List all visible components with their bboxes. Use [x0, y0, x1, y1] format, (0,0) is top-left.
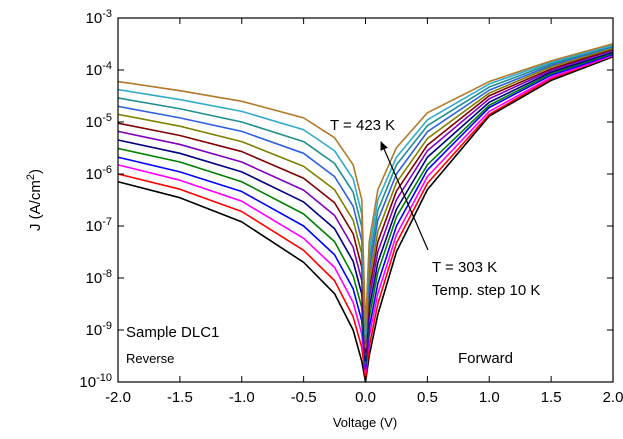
x-tick-label: -2.0 — [105, 389, 131, 406]
superscript: -6 — [102, 164, 112, 176]
text-run: 2.0 — [603, 389, 623, 406]
x-tick-label: 1.0 — [479, 389, 500, 406]
text-run: 1.0 — [479, 389, 500, 406]
superscript: -5 — [102, 112, 112, 124]
x-tick-label: -1.0 — [229, 389, 255, 406]
text-run: Temp. step 10 K — [432, 282, 540, 299]
superscript: -9 — [102, 320, 112, 332]
text-run: 10 — [86, 166, 103, 183]
x-tick-label: -1.5 — [167, 389, 193, 406]
series-line — [117, 49, 614, 357]
y-tick-label: 10-7 — [86, 216, 112, 235]
annotation: Reverse — [126, 351, 174, 366]
text-run: Sample DLC1 — [126, 324, 219, 341]
y-tick-label: 10-3 — [86, 8, 112, 27]
x-axis-label: Voltage (V) — [333, 415, 397, 430]
text-run: J (A/cm — [27, 180, 44, 231]
superscript: -4 — [102, 60, 112, 72]
superscript: -8 — [102, 268, 112, 280]
text-run: 10 — [86, 114, 103, 131]
y-axis-label: J (A/cm2) — [25, 169, 44, 231]
text-run: 10 — [86, 10, 103, 27]
text-run: T = 423 K — [330, 117, 395, 134]
series-line — [117, 45, 614, 340]
series-line — [117, 48, 614, 353]
text-run: 10 — [79, 374, 96, 391]
series-line — [117, 45, 614, 344]
text-run: T = 303 K — [432, 259, 497, 276]
text-run: Reverse — [126, 351, 174, 366]
annotation: T = 303 K — [432, 259, 497, 276]
y-tick-label: 10-4 — [86, 60, 112, 79]
arrow — [380, 141, 429, 251]
annotation: Temp. step 10 K — [432, 282, 540, 299]
series-line — [117, 54, 614, 374]
y-tick-label: 10-5 — [86, 112, 112, 131]
y-tick-label: 10-10 — [79, 372, 112, 391]
y-tick-label: 10-8 — [86, 268, 112, 287]
x-tick-label: -0.5 — [291, 389, 317, 406]
text-run: -2.0 — [105, 389, 131, 406]
text-run: Voltage (V) — [333, 415, 397, 430]
annotation: Forward — [458, 350, 513, 367]
text-run: -1.0 — [229, 389, 255, 406]
text-run: 10 — [86, 322, 103, 339]
text-run: -1.5 — [167, 389, 193, 406]
curves — [117, 42, 614, 383]
y-tick-label: 10-9 — [86, 320, 112, 339]
x-tick-label: 0.0 — [355, 389, 376, 406]
series-line — [117, 52, 614, 365]
text-run: 10 — [86, 218, 103, 235]
text-run: Forward — [458, 350, 513, 367]
x-tick-label: 2.0 — [603, 389, 623, 406]
annotation: T = 423 K — [330, 117, 395, 134]
text-run: ) — [27, 169, 44, 174]
superscript: -7 — [102, 216, 112, 228]
series-line — [117, 51, 614, 362]
text-run: -0.5 — [291, 389, 317, 406]
y-tick-label: 10-6 — [86, 164, 112, 183]
series-line — [117, 47, 614, 349]
superscript: -10 — [96, 372, 112, 384]
series-line — [117, 42, 614, 331]
series-line — [117, 44, 614, 336]
text-run: 10 — [86, 62, 103, 79]
text-run: 1.5 — [541, 389, 562, 406]
x-tick-label: 1.5 — [541, 389, 562, 406]
text-run: 10 — [86, 270, 103, 287]
superscript: 2 — [25, 174, 37, 180]
annotation: Sample DLC1 — [126, 324, 219, 341]
superscript: -3 — [102, 8, 112, 20]
text-run: 0.5 — [417, 389, 438, 406]
text-run: 0.0 — [355, 389, 376, 406]
x-tick-label: 0.5 — [417, 389, 438, 406]
series-line — [117, 53, 614, 370]
